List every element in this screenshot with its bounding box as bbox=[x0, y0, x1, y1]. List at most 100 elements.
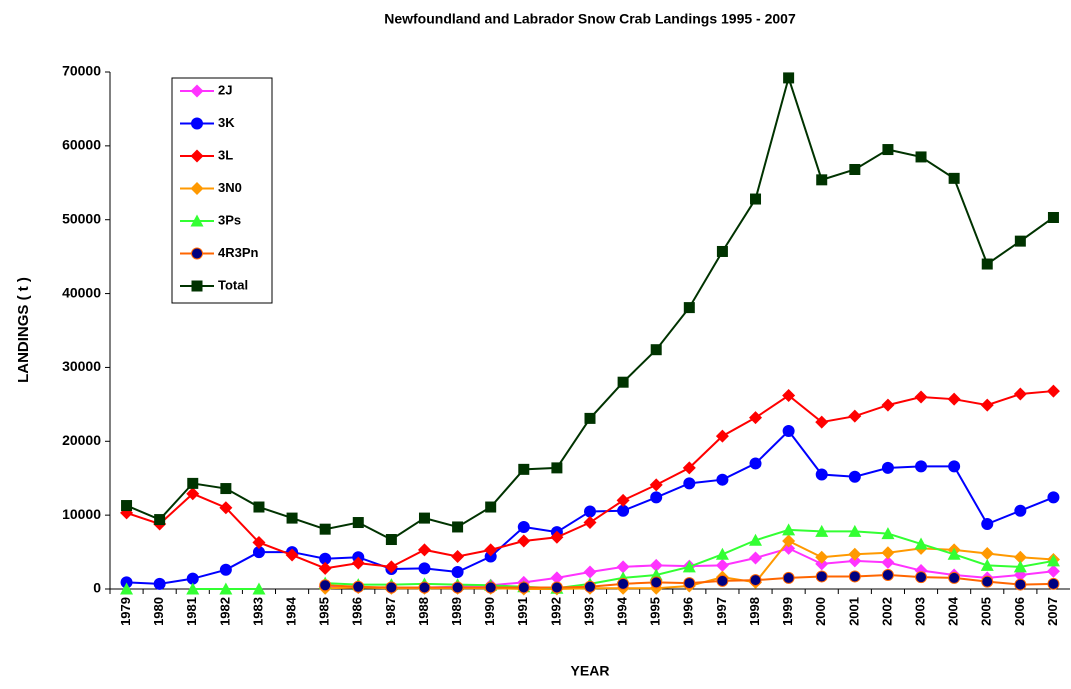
data-point bbox=[715, 558, 729, 572]
data-point bbox=[352, 517, 364, 529]
data-point bbox=[881, 546, 895, 560]
data-point bbox=[782, 571, 795, 584]
y-axis-label: LANDINGS ( t ) bbox=[15, 277, 32, 383]
data-point bbox=[517, 520, 530, 533]
x-tick-label: 2004 bbox=[946, 596, 961, 626]
data-point bbox=[485, 501, 497, 513]
data-point bbox=[782, 534, 796, 548]
data-point bbox=[153, 577, 166, 590]
data-point bbox=[682, 560, 696, 573]
x-tick-label: 1983 bbox=[250, 597, 265, 626]
legend-marker bbox=[191, 280, 203, 292]
data-point bbox=[980, 398, 994, 412]
legend-label: Total bbox=[218, 277, 248, 292]
data-point bbox=[583, 516, 597, 530]
data-point bbox=[716, 245, 728, 257]
data-point bbox=[750, 193, 762, 205]
data-point bbox=[1013, 387, 1027, 401]
legend-marker bbox=[191, 247, 203, 260]
y-tick-label: 0 bbox=[93, 580, 101, 596]
data-point bbox=[1046, 554, 1060, 567]
x-tick-label: 1998 bbox=[747, 597, 762, 626]
data-point bbox=[815, 570, 828, 583]
x-tick-label: 2007 bbox=[1045, 597, 1060, 626]
data-point bbox=[881, 461, 894, 474]
y-tick-label: 20000 bbox=[62, 432, 101, 448]
data-point bbox=[881, 398, 895, 412]
data-point bbox=[1013, 550, 1027, 564]
legend-marker bbox=[190, 182, 204, 195]
data-point bbox=[848, 570, 861, 583]
data-point bbox=[551, 462, 563, 474]
data-point bbox=[451, 581, 464, 594]
data-point bbox=[584, 580, 596, 593]
x-tick-label: 1992 bbox=[548, 597, 563, 626]
x-tick-label: 1986 bbox=[350, 597, 365, 626]
data-point bbox=[219, 563, 232, 576]
data-point bbox=[716, 574, 729, 587]
data-point bbox=[848, 554, 862, 568]
data-point bbox=[583, 565, 597, 579]
data-point bbox=[881, 555, 895, 569]
data-point bbox=[286, 512, 298, 524]
x-tick-label: 1994 bbox=[615, 596, 630, 626]
data-point bbox=[682, 461, 696, 475]
data-point bbox=[584, 412, 596, 424]
data-point bbox=[417, 543, 431, 557]
data-point bbox=[617, 376, 629, 388]
data-point bbox=[318, 561, 332, 575]
data-point bbox=[452, 521, 464, 533]
y-tick-label: 30000 bbox=[62, 358, 101, 374]
data-point bbox=[451, 550, 465, 564]
data-point bbox=[385, 534, 397, 546]
data-point bbox=[649, 558, 663, 572]
x-tick-label: 1996 bbox=[681, 597, 696, 626]
data-point bbox=[816, 174, 828, 186]
data-point bbox=[716, 473, 729, 486]
data-point bbox=[783, 72, 795, 84]
data-point bbox=[319, 523, 331, 535]
x-tick-label: 1997 bbox=[714, 597, 729, 626]
data-point bbox=[749, 574, 762, 587]
x-tick-label: 1990 bbox=[482, 597, 497, 626]
data-point bbox=[981, 575, 994, 588]
x-tick-label: 2005 bbox=[979, 597, 994, 626]
data-point bbox=[914, 390, 928, 404]
legend-label: 3K bbox=[218, 115, 235, 130]
data-point bbox=[121, 500, 133, 512]
y-tick-label: 50000 bbox=[62, 210, 101, 226]
data-point bbox=[848, 470, 861, 483]
data-point bbox=[319, 579, 332, 592]
data-point bbox=[749, 533, 763, 546]
data-point bbox=[815, 415, 829, 429]
data-point bbox=[980, 547, 994, 561]
data-point bbox=[120, 582, 134, 595]
data-point bbox=[219, 501, 233, 515]
data-point bbox=[849, 163, 861, 175]
data-point bbox=[782, 424, 795, 437]
data-point bbox=[1047, 211, 1059, 223]
x-tick-label: 1981 bbox=[184, 597, 199, 626]
data-point bbox=[948, 571, 961, 584]
data-point bbox=[517, 581, 530, 594]
data-point bbox=[848, 524, 862, 537]
legend-label: 3N0 bbox=[218, 180, 242, 195]
data-point bbox=[649, 478, 663, 492]
data-point bbox=[1047, 577, 1060, 590]
data-point bbox=[418, 581, 431, 594]
data-point bbox=[782, 388, 796, 402]
data-point bbox=[915, 151, 927, 163]
data-point bbox=[550, 581, 563, 594]
legend-marker bbox=[190, 84, 204, 98]
x-tick-label: 1989 bbox=[449, 597, 464, 626]
chart-title: Newfoundland and Labrador Snow Crab Land… bbox=[384, 11, 796, 27]
data-point bbox=[683, 577, 696, 590]
data-point bbox=[352, 580, 365, 593]
legend-marker bbox=[190, 149, 204, 163]
x-tick-label: 1995 bbox=[648, 597, 663, 626]
x-tick-label: 1984 bbox=[284, 596, 299, 626]
y-tick-label: 40000 bbox=[62, 284, 101, 300]
data-point bbox=[948, 172, 960, 184]
data-point bbox=[848, 409, 862, 423]
data-point bbox=[882, 144, 894, 156]
